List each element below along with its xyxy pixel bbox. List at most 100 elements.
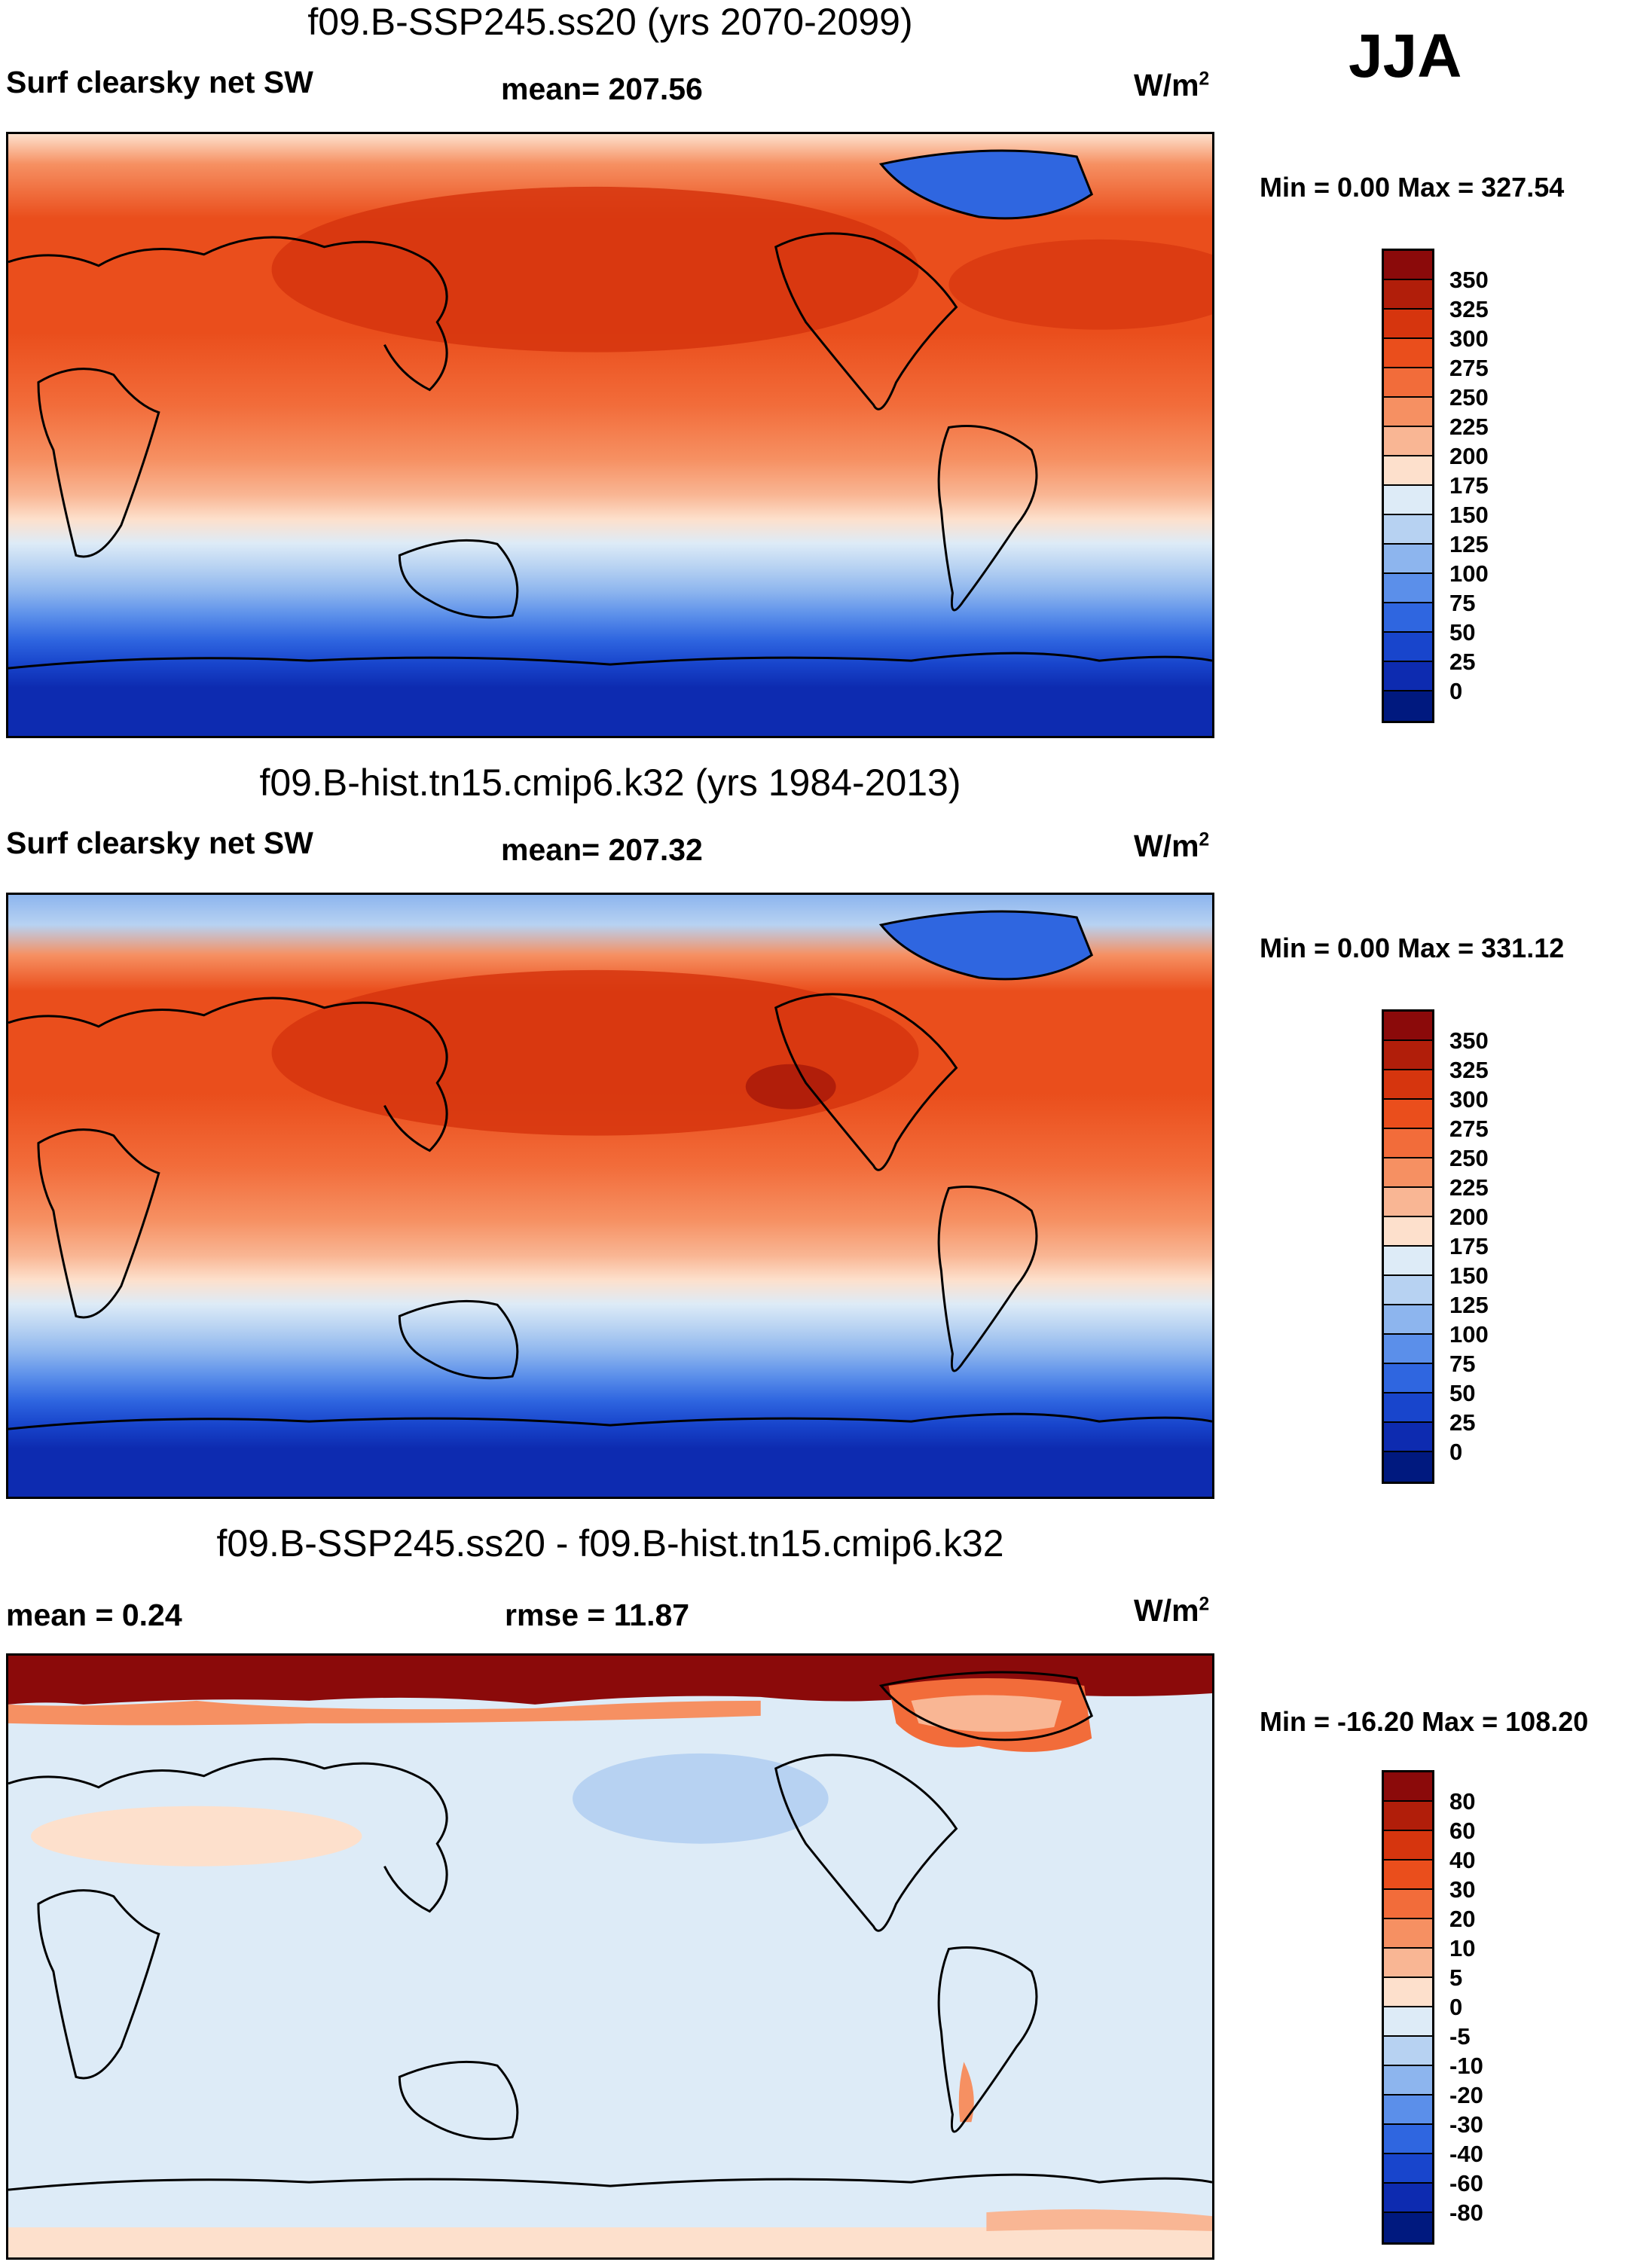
- colorbar-swatch: [1384, 1423, 1432, 1452]
- panel-2-mean: mean= 207.32: [501, 832, 703, 867]
- colorbar-swatch: [1384, 662, 1432, 691]
- colorbar-swatch: [1384, 2066, 1432, 2096]
- colorbar-swatch: [1384, 2125, 1432, 2154]
- colorbar-swatch: [1384, 2096, 1432, 2125]
- colorbar-label: 60: [1449, 1818, 1476, 1844]
- colorbar-swatch: [1384, 1158, 1432, 1188]
- colorbar-swatch: [1384, 1247, 1432, 1276]
- colorbar-swatch: [1384, 339, 1432, 368]
- colorbar-label: 225: [1449, 1174, 1489, 1201]
- colorbar-swatch: [1384, 1831, 1432, 1860]
- colorbar-label: -5: [1449, 2023, 1471, 2050]
- panel-2-title: f09.B-hist.tn15.cmip6.k32 (yrs 1984-2013…: [259, 762, 961, 804]
- colorbar-swatch: [1384, 691, 1432, 721]
- panel-1-map: [6, 132, 1214, 738]
- colorbar-swatch: [1384, 310, 1432, 339]
- colorbar-label: 175: [1449, 472, 1489, 499]
- colorbar-swatch: [1384, 1276, 1432, 1305]
- colorbar-swatch: [1384, 251, 1432, 280]
- colorbar-label: 250: [1449, 1145, 1489, 1171]
- panel-2-map: [6, 893, 1214, 1499]
- panel-1-colorbar: [1382, 249, 1434, 723]
- panel-1-title: f09.B-SSP245.ss20 (yrs 2070-2099): [307, 1, 913, 43]
- colorbar-label: -20: [1449, 2082, 1483, 2108]
- colorbar-label: 25: [1449, 649, 1476, 675]
- colorbar-swatch: [1384, 633, 1432, 662]
- colorbar-label: 0: [1449, 1994, 1463, 2020]
- colorbar-label: 40: [1449, 1847, 1476, 1873]
- colorbar-swatch: [1384, 427, 1432, 456]
- panel-3-colorbar: [1382, 1770, 1434, 2245]
- colorbar-swatch: [1384, 1393, 1432, 1423]
- panel-3-map: [6, 1653, 1214, 2260]
- colorbar-label: 20: [1449, 1906, 1476, 1932]
- colorbar-label: 25: [1449, 1409, 1476, 1436]
- panel-3-title: f09.B-SSP245.ss20 - f09.B-hist.tn15.cmip…: [216, 1522, 1004, 1564]
- colorbar-label: 150: [1449, 1262, 1489, 1289]
- colorbar-label: 275: [1449, 1116, 1489, 1142]
- colorbar-swatch: [1384, 1305, 1432, 1335]
- colorbar-swatch: [1384, 456, 1432, 486]
- colorbar-label: 5: [1449, 1964, 1463, 1991]
- panel-3-units: W/m2: [1134, 1593, 1210, 1628]
- colorbar-swatch: [1384, 1041, 1432, 1070]
- colorbar-label: 350: [1449, 267, 1489, 293]
- colorbar-label: 75: [1449, 590, 1476, 616]
- colorbar-swatch: [1384, 1802, 1432, 1831]
- colorbar-swatch: [1384, 1188, 1432, 1217]
- panel-3-minmax: Min = -16.20 Max = 108.20: [1260, 1706, 1589, 1737]
- colorbar-swatch: [1384, 1978, 1432, 2007]
- colorbar-swatch: [1384, 1070, 1432, 1100]
- colorbar-label: 325: [1449, 296, 1489, 322]
- colorbar-label: -80: [1449, 2199, 1483, 2226]
- colorbar-swatch: [1384, 1860, 1432, 1890]
- colorbar-label: 325: [1449, 1057, 1489, 1083]
- colorbar-label: -10: [1449, 2053, 1483, 2079]
- colorbar-label: 300: [1449, 325, 1489, 352]
- colorbar-label: 75: [1449, 1351, 1476, 1377]
- colorbar-swatch: [1384, 545, 1432, 574]
- panel-3-rmse: rmse = 11.87: [505, 1598, 690, 1632]
- colorbar-swatch: [1384, 1949, 1432, 1978]
- colorbar-swatch: [1384, 603, 1432, 633]
- panel-1-mean: mean= 207.56: [501, 72, 703, 106]
- colorbar-swatch: [1384, 2007, 1432, 2037]
- panel-2-minmax: Min = 0.00 Max = 331.12: [1260, 933, 1565, 963]
- colorbar-label: -40: [1449, 2141, 1483, 2167]
- colorbar-swatch: [1384, 280, 1432, 310]
- colorbar-label: 200: [1449, 1204, 1489, 1230]
- colorbar-label: 250: [1449, 384, 1489, 411]
- colorbar-label: 30: [1449, 1876, 1476, 1903]
- colorbar-swatch: [1384, 1217, 1432, 1247]
- colorbar-label: 350: [1449, 1027, 1489, 1054]
- colorbar-swatch: [1384, 1012, 1432, 1041]
- panel-1-minmax: Min = 0.00 Max = 327.54: [1260, 172, 1565, 203]
- colorbar-label: 225: [1449, 414, 1489, 440]
- colorbar-label: 275: [1449, 355, 1489, 381]
- colorbar-swatch: [1384, 515, 1432, 545]
- colorbar-swatch: [1384, 1100, 1432, 1129]
- colorbar-swatch: [1384, 1772, 1432, 1802]
- panel-2-variable: Surf clearsky net SW: [6, 826, 313, 860]
- colorbar-label: 10: [1449, 1935, 1476, 1961]
- colorbar-swatch: [1384, 486, 1432, 515]
- colorbar-label: -60: [1449, 2170, 1483, 2196]
- panel-2-units: W/m2: [1134, 829, 1210, 863]
- colorbar-label: 300: [1449, 1086, 1489, 1113]
- colorbar-swatch: [1384, 1129, 1432, 1158]
- colorbar-label: 125: [1449, 1292, 1489, 1318]
- season-label: JJA: [1349, 22, 1462, 90]
- colorbar-label: 0: [1449, 678, 1463, 704]
- panel-1-units: W/m2: [1134, 68, 1210, 102]
- panel-3-mean: mean = 0.24: [6, 1598, 182, 1632]
- colorbar-swatch: [1384, 1335, 1432, 1364]
- colorbar-label: -30: [1449, 2111, 1483, 2138]
- colorbar-label: 200: [1449, 443, 1489, 469]
- colorbar-swatch: [1384, 368, 1432, 398]
- colorbar-label: 150: [1449, 502, 1489, 528]
- colorbar-label: 125: [1449, 531, 1489, 557]
- colorbar-swatch: [1384, 1452, 1432, 1482]
- panel-1-variable: Surf clearsky net SW: [6, 65, 313, 99]
- colorbar-swatch: [1384, 2037, 1432, 2066]
- colorbar-swatch: [1384, 1919, 1432, 1949]
